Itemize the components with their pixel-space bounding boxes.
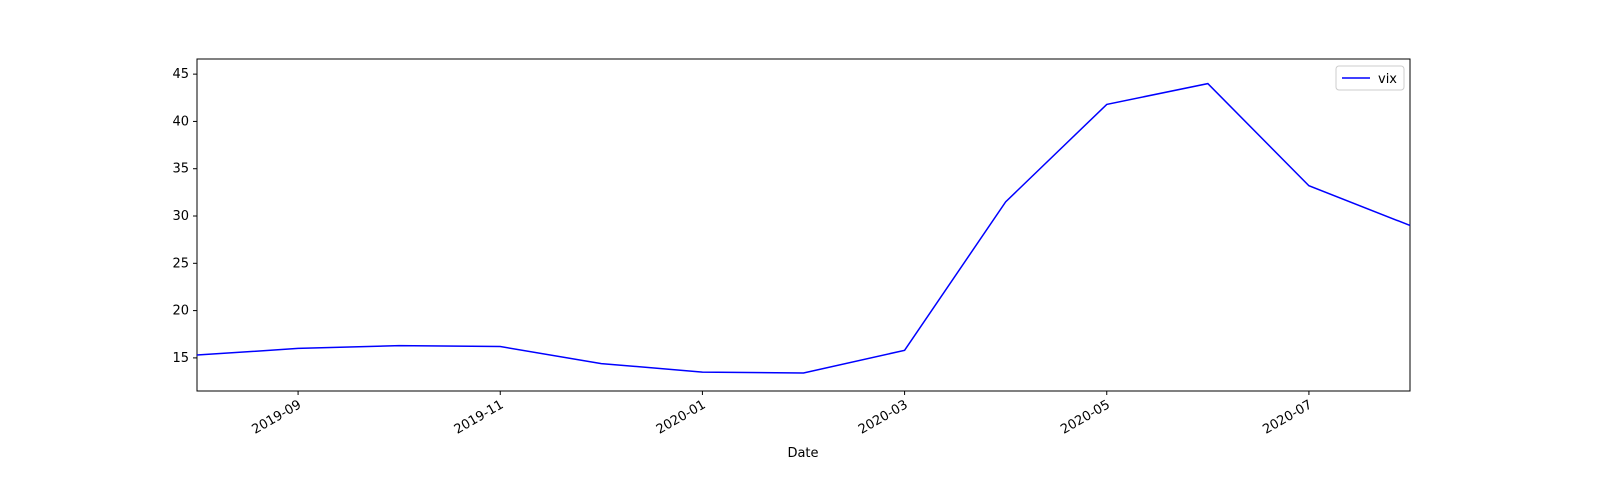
- x-tick-label: 2020-03: [856, 397, 911, 437]
- x-tick-label: 2020-05: [1058, 397, 1113, 437]
- x-tick-label: 2019-09: [250, 397, 305, 437]
- y-tick-label: 35: [172, 162, 189, 177]
- x-axis-label: Date: [787, 446, 818, 461]
- y-tick-label: 45: [172, 67, 189, 82]
- y-tick-label: 15: [172, 351, 189, 366]
- x-tick-label: 2019-11: [452, 397, 507, 437]
- legend-label: vix: [1378, 72, 1397, 87]
- y-tick-label: 30: [172, 209, 189, 224]
- y-tick-label: 25: [172, 256, 189, 271]
- line-series: [196, 82, 1411, 374]
- x-tick-label: 2020-01: [654, 397, 709, 437]
- y-tick-label: 20: [172, 304, 189, 319]
- y-tick-label: 40: [172, 114, 189, 129]
- axes-frame: [196, 58, 1411, 392]
- x-tick-label: 2020-07: [1260, 397, 1315, 437]
